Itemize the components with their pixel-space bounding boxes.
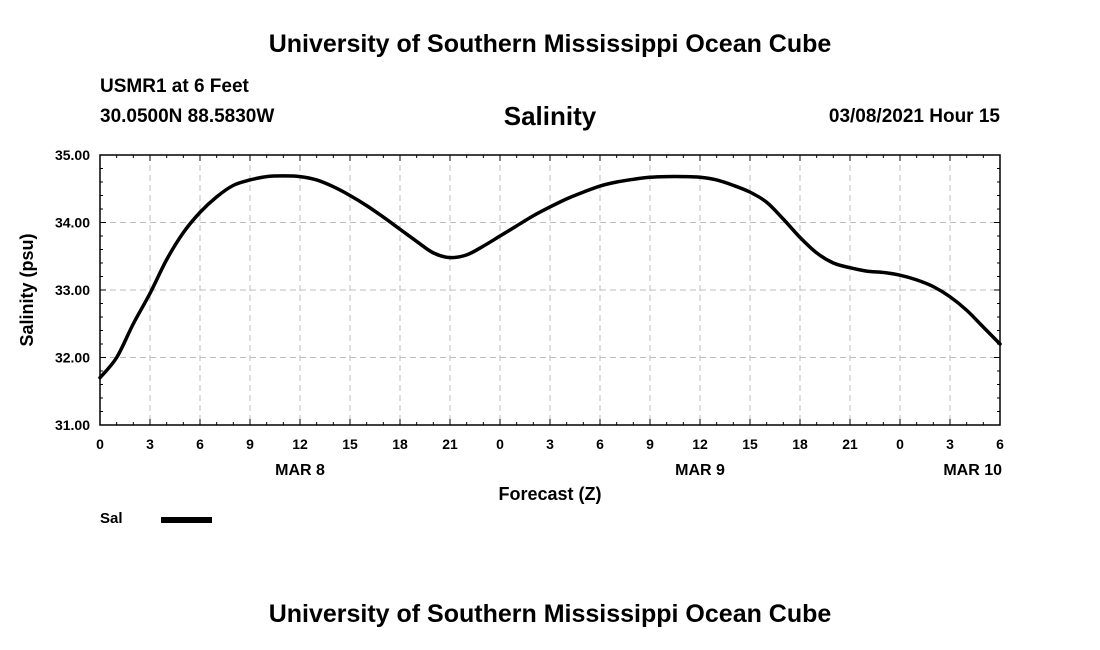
legend-swatch xyxy=(161,517,212,523)
y-tick-label: 34.00 xyxy=(55,215,90,231)
station-label: USMR1 at 6 Feet xyxy=(100,76,249,97)
x-tick-label: 3 xyxy=(546,436,554,452)
x-tick-label: 0 xyxy=(96,436,104,452)
x-tick-label: 3 xyxy=(146,436,154,452)
x-tick-label: 9 xyxy=(646,436,654,452)
x-axis-title: Forecast (Z) xyxy=(498,484,601,504)
x-tick-label: 15 xyxy=(342,436,358,452)
y-tick-label: 33.00 xyxy=(55,282,90,298)
series-line-salinity xyxy=(98,174,1002,380)
y-tick-label: 35.00 xyxy=(55,147,90,163)
x-tick-label: 18 xyxy=(792,436,808,452)
x-tick-label: 21 xyxy=(842,436,858,452)
x-tick-label: 0 xyxy=(496,436,504,452)
chart-title: Salinity xyxy=(503,101,597,131)
coordinates-label: 30.0500N 88.5830W xyxy=(100,106,275,127)
plot-frame xyxy=(99,154,1001,426)
y-axis-title: Salinity (psu) xyxy=(17,233,37,346)
x-tick-label: 6 xyxy=(596,436,604,452)
y-tick-label: 31.00 xyxy=(55,417,90,433)
x-tick-label: 6 xyxy=(196,436,204,452)
x-tick-label: 12 xyxy=(692,436,708,452)
x-tick-label: 21 xyxy=(442,436,458,452)
x-tick-label: 9 xyxy=(246,436,254,452)
footer-title: University of Southern Mississippi Ocean… xyxy=(268,600,832,628)
x-tick-label: 0 xyxy=(896,436,904,452)
x-tick-label: 3 xyxy=(946,436,954,452)
x-tick-label: 12 xyxy=(292,436,308,452)
y-tick-label: 32.00 xyxy=(55,350,90,366)
x-tick-label: 15 xyxy=(742,436,758,452)
page-title: University of Southern Mississippi Ocean… xyxy=(268,30,832,58)
date-label: 03/08/2021 Hour 15 xyxy=(828,106,1000,127)
date-label: MAR 10 xyxy=(943,462,1002,479)
x-tick-label: 6 xyxy=(996,436,1004,452)
x-tick-label: 18 xyxy=(392,436,408,452)
date-label: MAR 8 xyxy=(275,462,325,479)
date-label: MAR 9 xyxy=(675,462,725,479)
legend-label: Sal xyxy=(100,510,123,527)
